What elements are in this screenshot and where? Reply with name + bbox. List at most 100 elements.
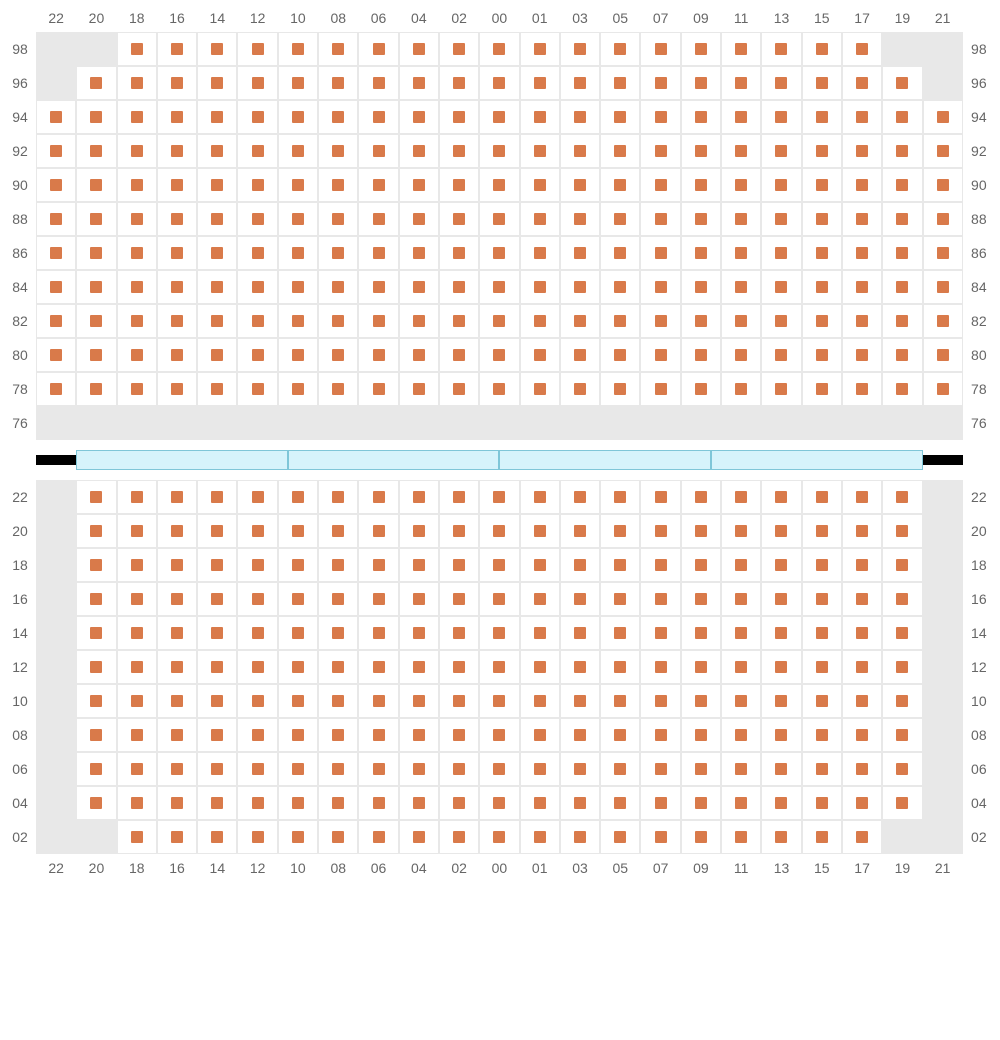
seat-cell[interactable]	[318, 202, 358, 236]
seat-cell[interactable]	[318, 338, 358, 372]
seat-cell[interactable]	[721, 32, 761, 66]
seat-cell[interactable]	[761, 786, 801, 820]
seat-cell[interactable]	[923, 304, 963, 338]
seat-cell[interactable]	[681, 338, 721, 372]
seat-cell[interactable]	[439, 32, 479, 66]
seat-cell[interactable]	[882, 684, 922, 718]
seat-cell[interactable]	[278, 820, 318, 854]
seat-cell[interactable]	[842, 786, 882, 820]
seat-cell[interactable]	[882, 480, 922, 514]
seat-cell[interactable]	[600, 100, 640, 134]
seat-cell[interactable]	[76, 548, 116, 582]
seat-cell[interactable]	[76, 304, 116, 338]
seat-cell[interactable]	[560, 480, 600, 514]
seat-cell[interactable]	[237, 338, 277, 372]
seat-cell[interactable]	[842, 372, 882, 406]
seat-cell[interactable]	[681, 372, 721, 406]
seat-cell[interactable]	[237, 66, 277, 100]
seat-cell[interactable]	[117, 786, 157, 820]
seat-cell[interactable]	[157, 202, 197, 236]
seat-cell[interactable]	[802, 100, 842, 134]
seat-cell[interactable]	[479, 582, 519, 616]
seat-cell[interactable]	[520, 66, 560, 100]
seat-cell[interactable]	[640, 270, 680, 304]
seat-cell[interactable]	[640, 168, 680, 202]
seat-cell[interactable]	[278, 372, 318, 406]
seat-cell[interactable]	[117, 202, 157, 236]
seat-cell[interactable]	[439, 752, 479, 786]
seat-cell[interactable]	[600, 236, 640, 270]
seat-cell[interactable]	[600, 66, 640, 100]
seat-cell[interactable]	[399, 304, 439, 338]
seat-cell[interactable]	[237, 616, 277, 650]
seat-cell[interactable]	[802, 270, 842, 304]
seat-cell[interactable]	[721, 202, 761, 236]
seat-cell[interactable]	[600, 684, 640, 718]
seat-cell[interactable]	[237, 786, 277, 820]
seat-cell[interactable]	[157, 752, 197, 786]
seat-cell[interactable]	[117, 684, 157, 718]
seat-cell[interactable]	[439, 820, 479, 854]
seat-cell[interactable]	[479, 372, 519, 406]
seat-cell[interactable]	[399, 134, 439, 168]
seat-cell[interactable]	[479, 480, 519, 514]
seat-cell[interactable]	[358, 100, 398, 134]
seat-cell[interactable]	[318, 100, 358, 134]
seat-cell[interactable]	[640, 616, 680, 650]
seat-cell[interactable]	[560, 616, 600, 650]
seat-cell[interactable]	[681, 480, 721, 514]
seat-cell[interactable]	[278, 270, 318, 304]
seat-cell[interactable]	[358, 786, 398, 820]
seat-cell[interactable]	[640, 338, 680, 372]
seat-cell[interactable]	[560, 548, 600, 582]
seat-cell[interactable]	[278, 32, 318, 66]
seat-cell[interactable]	[520, 134, 560, 168]
seat-cell[interactable]	[278, 236, 318, 270]
seat-cell[interactable]	[842, 718, 882, 752]
seat-cell[interactable]	[882, 752, 922, 786]
seat-cell[interactable]	[117, 304, 157, 338]
seat-cell[interactable]	[399, 752, 439, 786]
seat-cell[interactable]	[520, 236, 560, 270]
seat-cell[interactable]	[399, 338, 439, 372]
seat-cell[interactable]	[157, 168, 197, 202]
seat-cell[interactable]	[882, 718, 922, 752]
seat-cell[interactable]	[802, 582, 842, 616]
seat-cell[interactable]	[117, 134, 157, 168]
seat-cell[interactable]	[157, 718, 197, 752]
seat-cell[interactable]	[600, 202, 640, 236]
seat-cell[interactable]	[237, 202, 277, 236]
seat-cell[interactable]	[479, 100, 519, 134]
seat-cell[interactable]	[681, 820, 721, 854]
seat-cell[interactable]	[358, 718, 398, 752]
seat-cell[interactable]	[76, 100, 116, 134]
seat-cell[interactable]	[681, 100, 721, 134]
seat-cell[interactable]	[802, 338, 842, 372]
seat-cell[interactable]	[600, 480, 640, 514]
seat-cell[interactable]	[117, 338, 157, 372]
seat-cell[interactable]	[399, 32, 439, 66]
seat-cell[interactable]	[237, 820, 277, 854]
seat-cell[interactable]	[681, 752, 721, 786]
seat-cell[interactable]	[318, 752, 358, 786]
seat-cell[interactable]	[278, 66, 318, 100]
seat-cell[interactable]	[600, 582, 640, 616]
seat-cell[interactable]	[117, 32, 157, 66]
seat-cell[interactable]	[157, 236, 197, 270]
seat-cell[interactable]	[560, 338, 600, 372]
seat-cell[interactable]	[923, 202, 963, 236]
seat-cell[interactable]	[76, 684, 116, 718]
seat-cell[interactable]	[358, 514, 398, 548]
seat-cell[interactable]	[520, 480, 560, 514]
seat-cell[interactable]	[157, 548, 197, 582]
seat-cell[interactable]	[157, 372, 197, 406]
seat-cell[interactable]	[358, 372, 398, 406]
seat-cell[interactable]	[197, 786, 237, 820]
seat-cell[interactable]	[520, 514, 560, 548]
seat-cell[interactable]	[358, 820, 398, 854]
seat-cell[interactable]	[157, 480, 197, 514]
seat-cell[interactable]	[842, 752, 882, 786]
seat-cell[interactable]	[197, 168, 237, 202]
seat-cell[interactable]	[520, 650, 560, 684]
seat-cell[interactable]	[117, 66, 157, 100]
